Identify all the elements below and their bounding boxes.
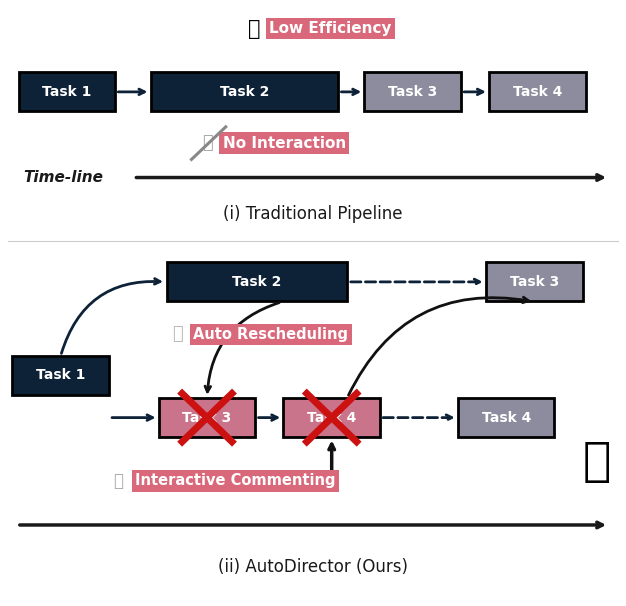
Text: Auto Rescheduling: Auto Rescheduling bbox=[193, 327, 348, 342]
FancyBboxPatch shape bbox=[284, 398, 380, 437]
Text: Time-line: Time-line bbox=[23, 170, 103, 185]
Text: Task 2: Task 2 bbox=[220, 85, 269, 99]
Text: 💬: 💬 bbox=[202, 134, 212, 152]
FancyBboxPatch shape bbox=[159, 398, 255, 437]
Text: Task 4: Task 4 bbox=[481, 411, 531, 425]
Text: (ii) AutoDirector (Ours): (ii) AutoDirector (Ours) bbox=[218, 558, 408, 576]
Text: Low Efficiency: Low Efficiency bbox=[269, 21, 392, 36]
Text: No Interaction: No Interaction bbox=[223, 136, 346, 151]
FancyBboxPatch shape bbox=[364, 72, 461, 112]
Text: Task 4: Task 4 bbox=[513, 85, 562, 99]
Text: 👎: 👎 bbox=[113, 472, 123, 490]
Text: Task 3: Task 3 bbox=[388, 85, 438, 99]
Text: Task 3: Task 3 bbox=[510, 275, 559, 289]
Text: 🐌: 🐌 bbox=[247, 19, 260, 39]
FancyBboxPatch shape bbox=[19, 72, 115, 112]
FancyBboxPatch shape bbox=[167, 262, 347, 302]
Text: 🐇: 🐇 bbox=[172, 325, 183, 344]
FancyBboxPatch shape bbox=[13, 356, 109, 395]
Text: Task 1: Task 1 bbox=[42, 85, 91, 99]
Text: Task 4: Task 4 bbox=[307, 411, 356, 425]
Text: Task 1: Task 1 bbox=[36, 368, 85, 382]
Text: (i) Traditional Pipeline: (i) Traditional Pipeline bbox=[223, 205, 403, 223]
FancyBboxPatch shape bbox=[458, 398, 555, 437]
FancyBboxPatch shape bbox=[486, 262, 583, 302]
Text: Task 3: Task 3 bbox=[182, 411, 232, 425]
FancyBboxPatch shape bbox=[489, 72, 586, 112]
Text: 🤖: 🤖 bbox=[582, 441, 611, 485]
Text: Task 2: Task 2 bbox=[232, 275, 282, 289]
Text: Interactive Commenting: Interactive Commenting bbox=[135, 473, 336, 488]
FancyBboxPatch shape bbox=[151, 72, 338, 112]
